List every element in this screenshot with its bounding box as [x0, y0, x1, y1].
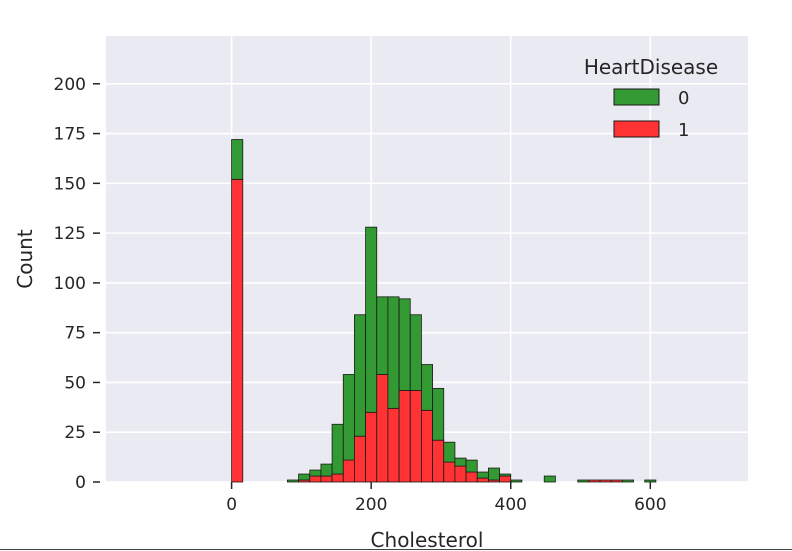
- bar-heartdisease-1: [432, 439, 445, 483]
- y-tick-label: 75: [64, 324, 86, 344]
- bar-heartdisease-0: [376, 296, 389, 375]
- bar-heartdisease-1: [387, 407, 400, 483]
- legend-title: HeartDisease: [584, 55, 718, 79]
- bar-heartdisease-0: [342, 374, 355, 461]
- bar-heartdisease-1: [365, 411, 378, 483]
- legend-swatch-1: [613, 120, 660, 138]
- bar-heartdisease-1: [320, 475, 333, 483]
- bar-heartdisease-0: [443, 441, 456, 463]
- y-tick-label: 25: [64, 423, 86, 443]
- bar-heartdisease-0: [421, 364, 433, 411]
- y-tick-label: 200: [54, 75, 86, 95]
- bar-heartdisease-0: [644, 479, 657, 483]
- bar-heartdisease-0: [287, 479, 300, 483]
- bar-heartdisease-0: [499, 473, 512, 477]
- bar-heartdisease-1: [499, 475, 512, 483]
- bar-heartdisease-1: [443, 461, 456, 483]
- bar-heartdisease-0: [298, 473, 311, 481]
- bar-heartdisease-1: [421, 409, 433, 483]
- x-axis-ticks: 0 200 400 600: [226, 482, 667, 515]
- y-tick-label: 50: [64, 373, 86, 393]
- x-tick-label: 400: [495, 495, 527, 515]
- legend-swatch-0: [613, 88, 660, 106]
- bar-heartdisease-1: [231, 178, 244, 483]
- bar-heartdisease-0: [365, 226, 378, 413]
- bar-heartdisease-1: [409, 390, 422, 483]
- y-tick-label: 150: [54, 174, 86, 194]
- y-tick-label: 175: [54, 125, 86, 145]
- y-tick-label: 100: [54, 274, 86, 294]
- bar-heartdisease-0: [309, 469, 322, 477]
- bar-heartdisease-1: [476, 477, 489, 483]
- bar-heartdisease-1: [588, 479, 601, 483]
- histogram-bars: [231, 139, 657, 483]
- y-tick-label: 0: [75, 473, 86, 493]
- bar-heartdisease-1: [354, 435, 366, 483]
- bar-heartdisease-0: [476, 471, 489, 479]
- bar-heartdisease-0: [465, 459, 478, 473]
- x-tick-label: 200: [355, 495, 387, 515]
- bar-heartdisease-1: [454, 465, 467, 483]
- bar-heartdisease-1: [331, 473, 344, 483]
- bar-heartdisease-0: [331, 423, 344, 475]
- bar-heartdisease-0: [621, 479, 634, 483]
- bar-heartdisease-0: [231, 139, 244, 180]
- x-axis-label: Cholesterol: [371, 528, 484, 551]
- bar-heartdisease-0: [387, 296, 400, 409]
- bar-heartdisease-0: [454, 457, 467, 467]
- bar-heartdisease-1: [398, 390, 411, 483]
- bar-heartdisease-0: [398, 298, 411, 391]
- bar-heartdisease-1: [610, 479, 623, 483]
- bar-heartdisease-1: [376, 374, 389, 483]
- bar-heartdisease-0: [488, 467, 500, 481]
- bar-heartdisease-1: [342, 459, 355, 483]
- x-tick-label: 600: [634, 495, 666, 515]
- legend: HeartDisease 0 1: [584, 55, 718, 141]
- bar-heartdisease-1: [309, 475, 322, 483]
- y-axis-ticks: 0 25 50 75 100 125 150 175 200: [54, 75, 100, 493]
- bar-heartdisease-0: [543, 475, 556, 483]
- y-tick-label: 125: [54, 224, 86, 244]
- bar-heartdisease-0: [409, 314, 422, 391]
- bar-heartdisease-0: [354, 314, 366, 437]
- bar-heartdisease-0: [577, 479, 590, 483]
- bar-heartdisease-0: [432, 388, 445, 441]
- bar-heartdisease-0: [510, 479, 523, 483]
- bar-heartdisease-0: [320, 463, 333, 477]
- y-axis-label: Count: [13, 229, 37, 289]
- bar-heartdisease-1: [599, 479, 612, 483]
- legend-label-0: 0: [678, 88, 689, 109]
- bar-heartdisease-1: [465, 471, 478, 483]
- legend-label-1: 1: [678, 120, 689, 141]
- x-tick-label: 0: [226, 495, 237, 515]
- bottom-border: [0, 549, 792, 550]
